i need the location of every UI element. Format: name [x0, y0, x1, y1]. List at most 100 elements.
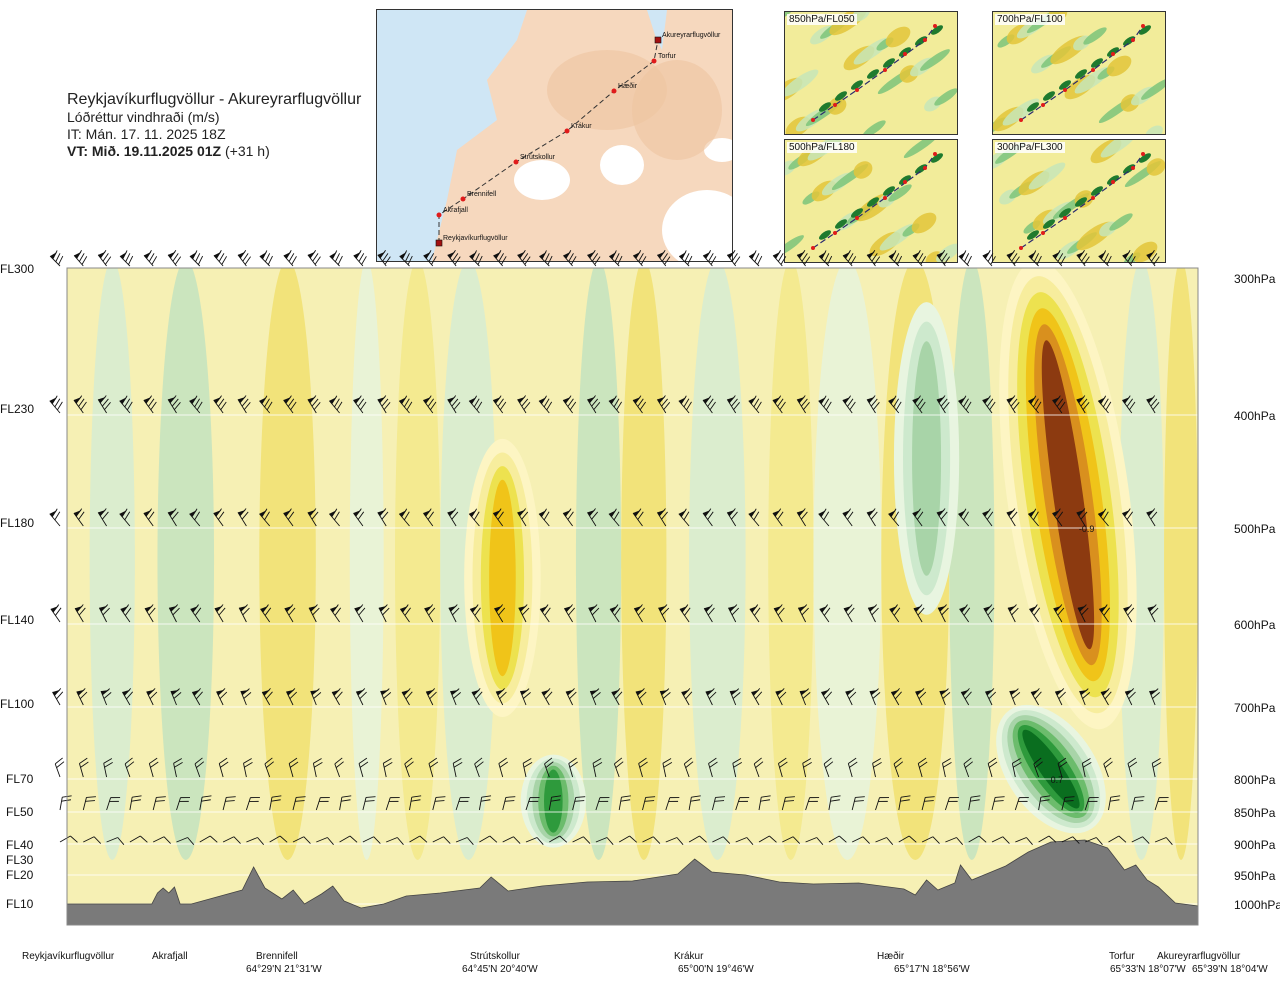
wind-barb: [377, 395, 391, 414]
wind-barb: [452, 758, 463, 778]
wind-barb: [726, 249, 741, 267]
wind-barb: [1084, 797, 1099, 811]
wind-barb: [1146, 395, 1160, 414]
wind-barb: [888, 395, 902, 414]
wind-barb: [1098, 250, 1112, 267]
wind-barb: [1122, 250, 1136, 267]
wind-barb: [893, 757, 904, 778]
wind-barb: [595, 797, 610, 811]
wind-barb: [912, 395, 926, 414]
wind-barb: [409, 795, 422, 811]
wind-barb: [292, 796, 306, 811]
wind-barb: [1033, 757, 1043, 778]
mini-map-field: [1100, 140, 1138, 158]
wind-barb: [1027, 395, 1042, 414]
wind-barb: [469, 604, 481, 623]
wind-barb: [328, 508, 340, 527]
mini-map-field: [1109, 213, 1133, 231]
wind-barb: [54, 757, 65, 778]
wind-barb: [261, 688, 273, 706]
mini-map-field: [1091, 186, 1103, 196]
wind-barb: [665, 837, 684, 846]
wind-barb: [385, 797, 400, 811]
wind-barb: [218, 757, 229, 778]
wind-barb: [781, 796, 795, 811]
loc-coord-haedir: 65°17'N 18°56'W: [894, 964, 970, 975]
wind-barb: [1081, 758, 1092, 778]
fl-label-300: FL300: [0, 262, 35, 276]
mini-map-field: [1043, 91, 1055, 101]
wind-barb: [471, 688, 483, 706]
hpa-label-800: 800hPa: [1234, 773, 1276, 787]
field-streak: [349, 268, 384, 860]
wind-barb: [921, 836, 940, 844]
wind-barb: [773, 604, 785, 623]
wind-barb: [572, 796, 586, 811]
wind-barb: [245, 797, 260, 811]
wind-barb: [380, 688, 392, 706]
wind-barb: [492, 395, 507, 414]
wind-barb: [167, 508, 179, 527]
wind-barb: [129, 835, 148, 843]
mini-map-field: [883, 58, 895, 68]
wind-barb: [1154, 837, 1173, 846]
map-station-marker: [436, 212, 442, 218]
wind-barb: [875, 797, 890, 811]
wind-barb: [315, 797, 330, 811]
wind-barb: [592, 758, 603, 778]
mini-map-field: [1075, 69, 1087, 79]
small-map-500-svg: [785, 140, 957, 262]
wind-barb: [455, 837, 474, 846]
wind-barb: [377, 249, 391, 267]
wind-barb: [869, 688, 881, 706]
wind-barb: [213, 250, 227, 267]
wind-barb: [982, 395, 996, 414]
small-map-300-label: 300hPa/FL300: [995, 142, 1065, 153]
mini-map-field: [1027, 230, 1039, 240]
map-glacier: [514, 160, 570, 200]
valid-time-bold: VT: Mið. 19.11.2025 01Z: [67, 143, 222, 159]
mini-map-station: [1111, 180, 1115, 184]
wind-barb: [688, 795, 701, 811]
wind-barb: [502, 796, 516, 811]
wind-barb: [1123, 604, 1135, 623]
wind-barb: [474, 757, 484, 778]
wind-barb: [269, 835, 288, 843]
mini-map-field: [1106, 55, 1132, 77]
wind-barb: [307, 508, 319, 527]
wind-barb: [428, 757, 439, 778]
loc-coord-torfur: 65°33'N 18°07'W: [1110, 964, 1186, 975]
wind-barb: [1149, 688, 1160, 706]
map-station-label: Reykjavíkurflugvöllur: [443, 235, 508, 242]
fl-label-180: FL180: [0, 516, 35, 530]
wind-barb: [517, 395, 531, 414]
wind-barb: [751, 688, 763, 706]
wind-barb: [772, 395, 786, 414]
wind-barb: [819, 604, 831, 623]
wind-barb: [124, 757, 135, 778]
title-block: Reykjavíkurflugvöllur - Akureyrarflugvöl…: [67, 90, 361, 160]
wind-barb: [382, 758, 393, 778]
mini-map-station: [833, 231, 837, 235]
wind-barb: [143, 395, 157, 414]
mini-map-station: [1141, 24, 1145, 28]
wind-barb: [76, 688, 88, 706]
wind-barb: [432, 836, 451, 844]
mini-map-field: [1132, 241, 1158, 262]
wind-barb: [659, 688, 671, 706]
wind-barb: [146, 688, 158, 706]
feature-contour: [912, 341, 942, 576]
wind-barb: [758, 835, 777, 843]
wind-barb: [703, 604, 715, 623]
small-map-850-svg: [785, 12, 957, 134]
mini-map-field: [1139, 25, 1151, 35]
wind-barb: [913, 604, 925, 623]
small-map-700-label: 700hPa/FL100: [995, 14, 1065, 25]
wind-barb: [572, 836, 591, 844]
map-station-label: Krákur: [571, 123, 592, 130]
wind-barb: [237, 249, 251, 267]
wind-barb: [238, 604, 250, 623]
route-title: Reykjavíkurflugvöllur - Akureyrarflugvöl…: [67, 91, 362, 108]
wind-barb: [539, 250, 553, 267]
wind-barb: [595, 837, 614, 846]
